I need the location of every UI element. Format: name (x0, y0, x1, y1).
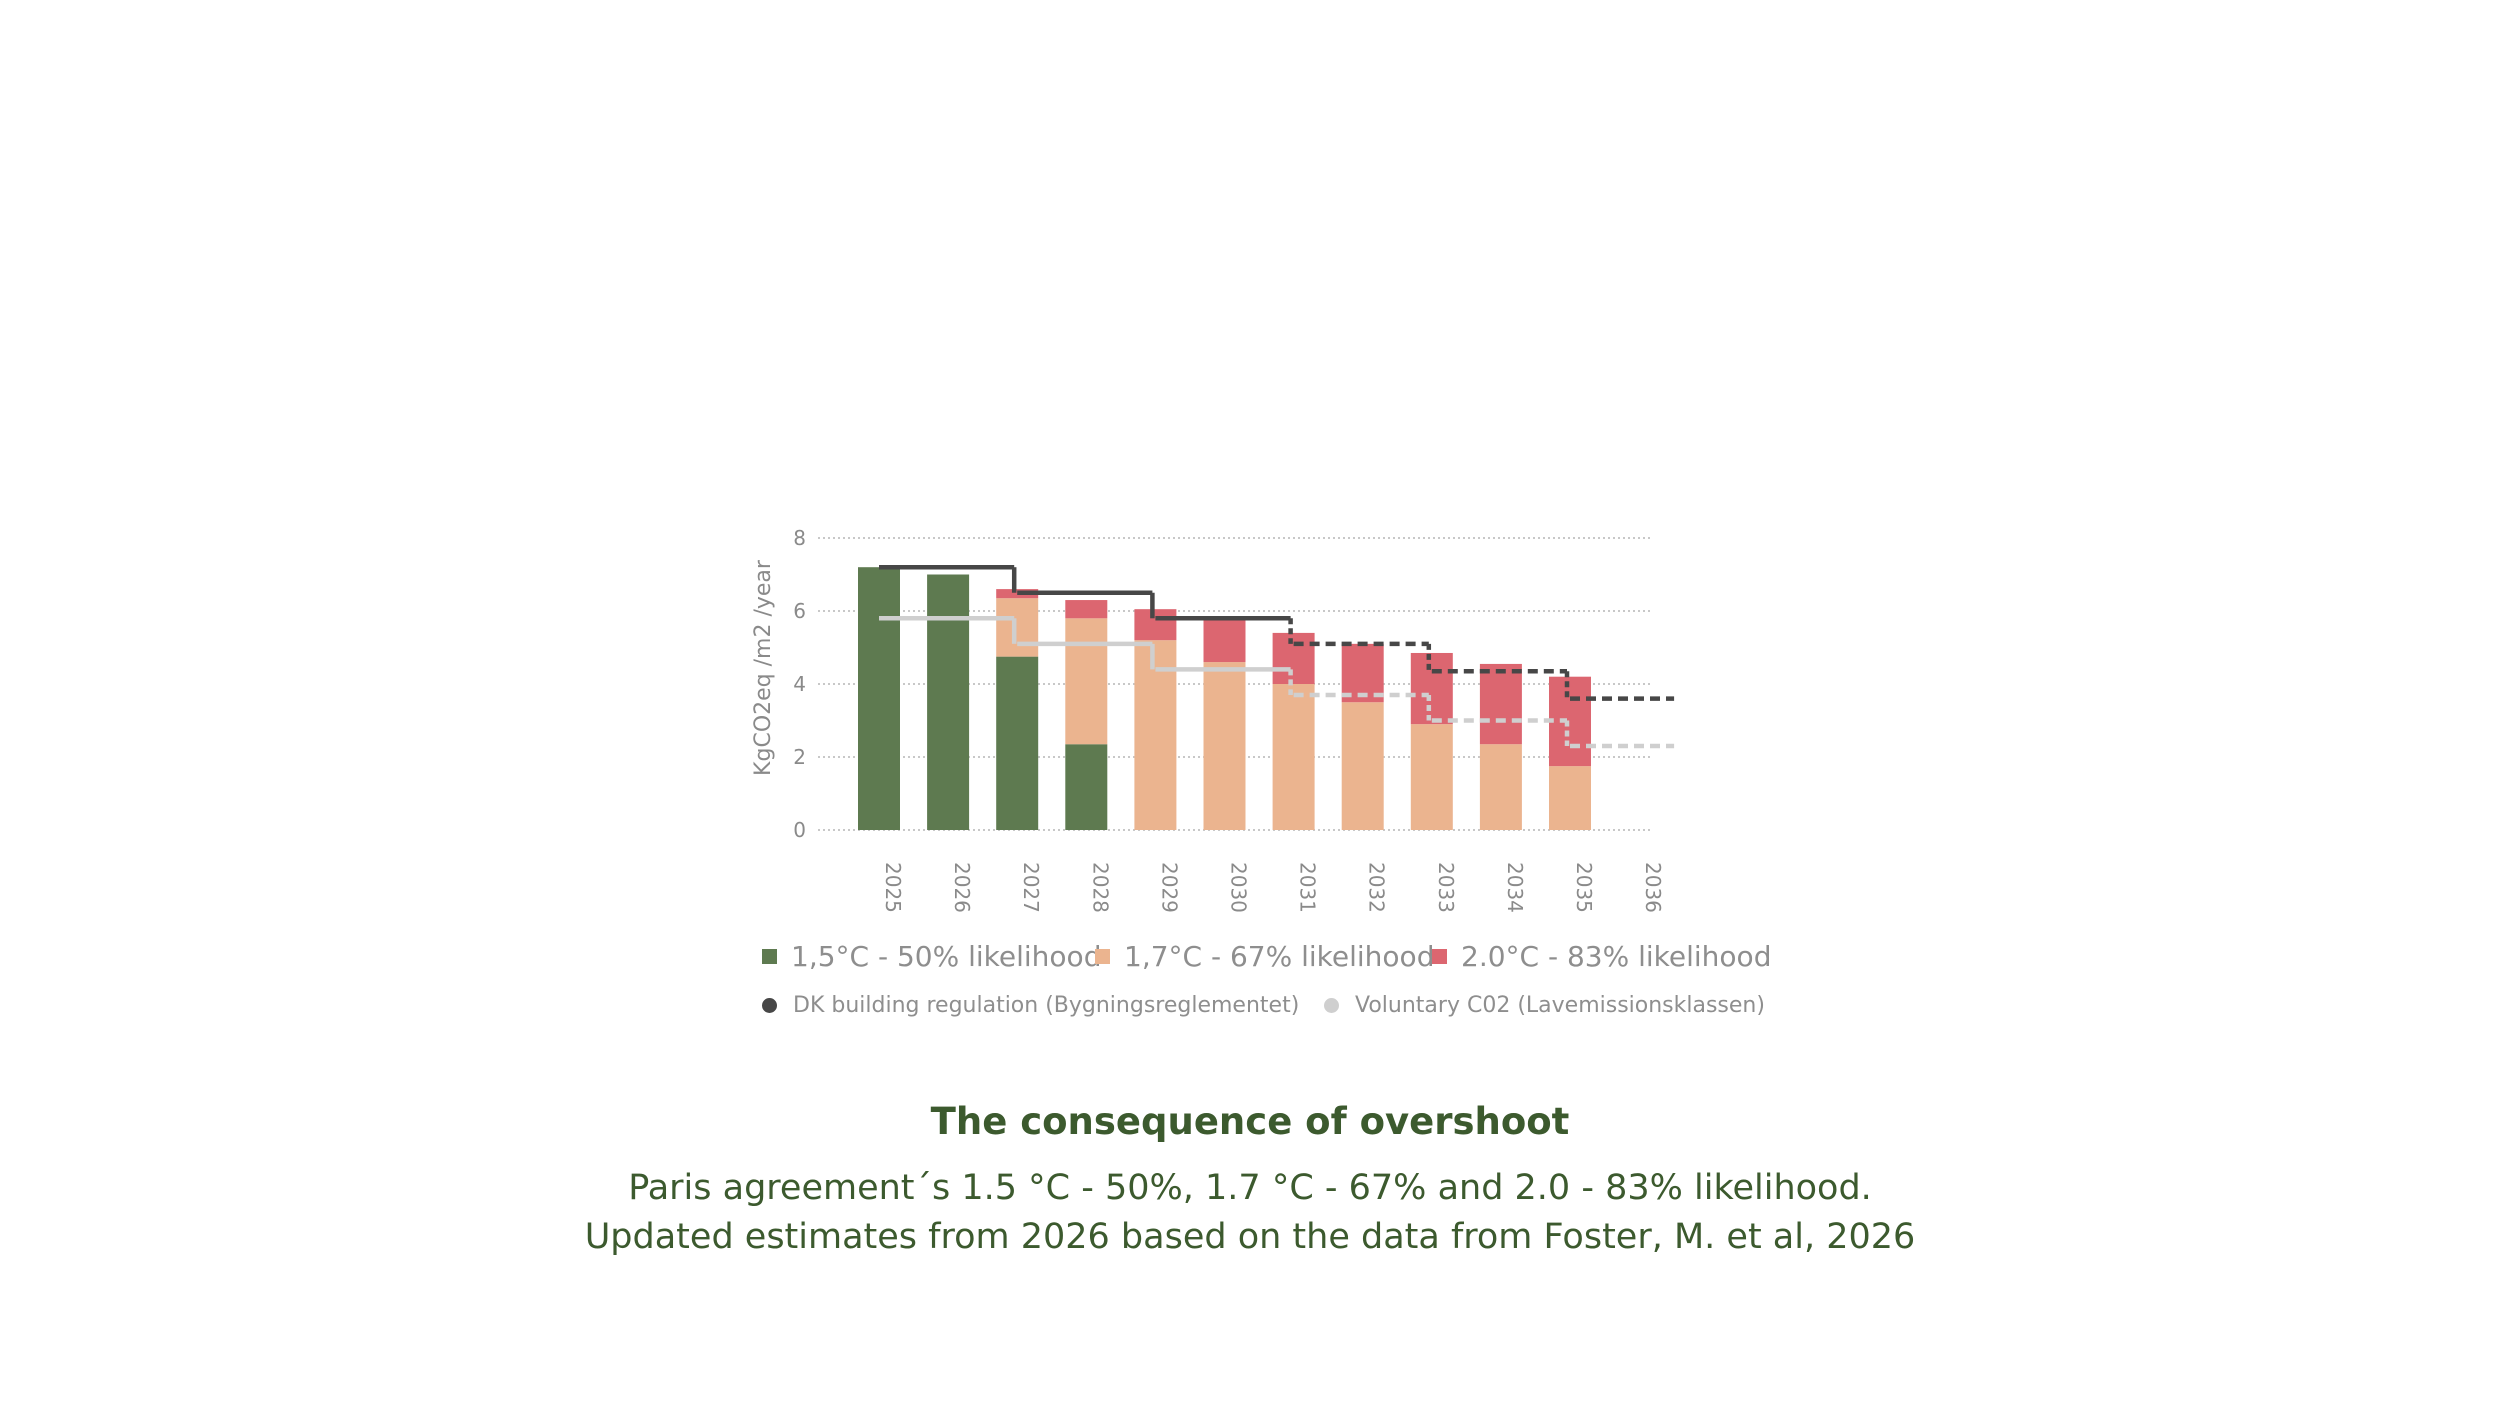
legend-item-1-5c: 1,5°C - 50% likelihood (762, 940, 1101, 973)
bar-segment (1272, 684, 1315, 830)
x-tick-label: 2034 (1503, 862, 1527, 913)
legend-label: DK building regulation (Bygningsreglemen… (793, 993, 1300, 1018)
caption-title: The consequence of overshoot (930, 1100, 1570, 1143)
chart-bars (858, 567, 1591, 830)
legend-item-voluntary-co2: Voluntary C02 (Lavemissionsklassen) (1324, 993, 1765, 1018)
x-tick-label: 2027 (1019, 862, 1043, 913)
y-tick-label: 4 (793, 672, 806, 696)
y-tick-label: 0 (793, 818, 806, 842)
bar-segment (858, 567, 900, 830)
bar-segment (1410, 724, 1453, 830)
bar-segment (1479, 744, 1522, 830)
bar-segment (1272, 632, 1315, 684)
y-axis-ticks: 0 2 4 6 8 (793, 526, 806, 842)
bar-segment (1341, 702, 1384, 830)
chart-step-lines (879, 564, 1675, 749)
x-tick-label: 2025 (881, 862, 905, 913)
legend-label: Voluntary C02 (Lavemissionsklassen) (1355, 993, 1765, 1018)
bar-segment (1549, 766, 1591, 830)
x-tick-label: 2030 (1227, 862, 1251, 913)
bar-segment (996, 656, 1039, 830)
bar-segment (1341, 643, 1384, 703)
x-tick-label: 2026 (950, 862, 974, 913)
caption-line-1: Paris agreement´s 1.5 °C - 50%, 1.7 °C -… (628, 1168, 1872, 1208)
bar-segment (1203, 662, 1246, 830)
y-tick-label: 8 (793, 526, 806, 550)
x-tick-label: 2029 (1157, 862, 1181, 913)
x-tick-label: 2032 (1365, 862, 1389, 913)
bar-segment (1549, 676, 1591, 767)
y-tick-label: 6 (793, 599, 806, 623)
legend-item-2-0c: 2.0°C - 83% likelihood (1432, 940, 1771, 973)
legend-dot-dark (762, 998, 777, 1013)
bar-segment (1479, 663, 1522, 745)
bar-segment (1410, 652, 1453, 725)
bar-segment (927, 574, 970, 830)
legend-item-dk-regulation: DK building regulation (Bygningsreglemen… (762, 993, 1299, 1018)
bar-segment (1065, 744, 1108, 830)
legend-swatch-peach (1095, 949, 1110, 964)
y-tick-label: 2 (793, 745, 806, 769)
x-axis-ticks: 2025 2026 2027 2028 2029 2030 2031 2032 2033 2034… (881, 862, 1665, 913)
legend-swatch-green (762, 949, 777, 964)
bar-segment (1065, 618, 1108, 745)
x-tick-label: 2033 (1434, 862, 1458, 913)
legend-label: 2.0°C - 83% likelihood (1461, 940, 1772, 973)
bar-segment (996, 598, 1039, 657)
x-tick-label: 2035 (1572, 862, 1596, 913)
bar-segment (1134, 640, 1177, 830)
caption-line-2: Updated estimates from 2026 based on the… (584, 1217, 1916, 1257)
bar-segment (1134, 609, 1177, 641)
bar-segment (1203, 620, 1246, 663)
bar-segment (1065, 600, 1108, 619)
legend-item-1-7c: 1,7°C - 67% likelihood (1095, 940, 1434, 973)
legend-dot-light (1324, 998, 1339, 1013)
legend-swatch-red (1432, 949, 1447, 964)
bar-segment (996, 589, 1039, 599)
x-tick-label: 2031 (1296, 862, 1320, 913)
legend-label: 1,7°C - 67% likelihood (1124, 940, 1435, 973)
legend-label: 1,5°C - 50% likelihood (791, 940, 1102, 973)
y-axis-label: KgCO2eq /m2 /year (751, 559, 776, 776)
x-tick-label: 2028 (1088, 862, 1112, 913)
x-tick-label: 2036 (1641, 862, 1665, 913)
